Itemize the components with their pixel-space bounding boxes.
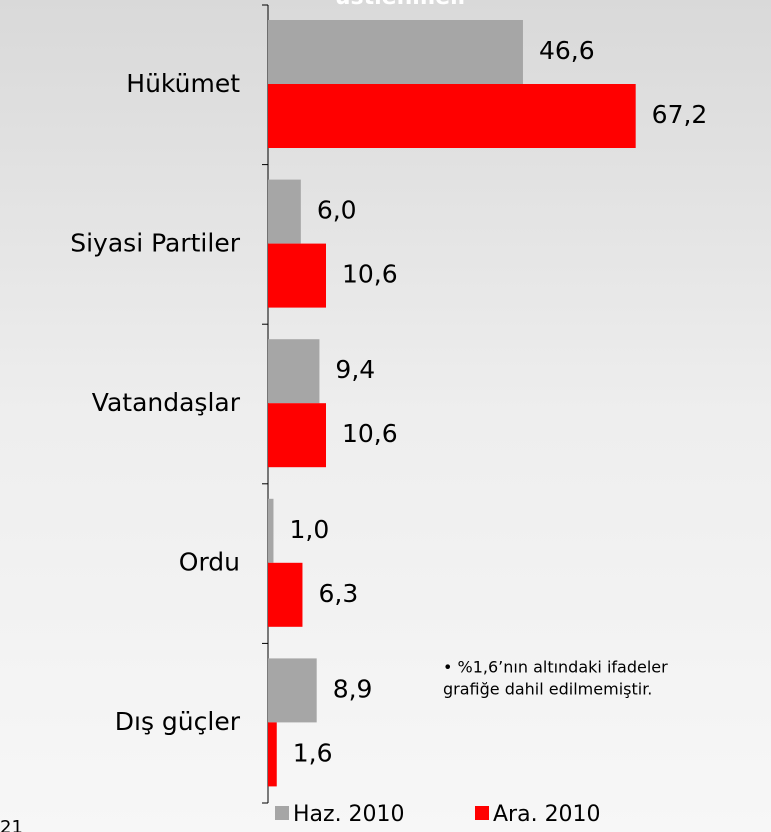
bar xyxy=(268,339,320,404)
category-label: Ordu xyxy=(179,548,240,577)
annotation: • %1,6’nın altındaki ifadeler xyxy=(443,658,668,677)
value-label: 9,4 xyxy=(335,355,375,384)
annotation: grafiğe dahil edilmemiştir. xyxy=(443,680,652,699)
bar xyxy=(268,243,326,308)
value-label: 10,6 xyxy=(342,419,398,448)
value-label: 6,0 xyxy=(317,196,357,225)
bar xyxy=(268,179,301,244)
value-label: 1,6 xyxy=(293,738,333,767)
value-label: 67,2 xyxy=(652,100,708,129)
legend-swatch xyxy=(275,806,289,820)
bar xyxy=(268,658,317,723)
value-label: 8,9 xyxy=(333,674,373,703)
legend-label: Ara. 2010 xyxy=(493,802,601,827)
bar xyxy=(268,403,326,468)
chart-title: üstlenmeli xyxy=(335,0,465,10)
value-label: 6,3 xyxy=(318,579,358,608)
category-label: Siyasi Partiler xyxy=(70,228,240,257)
value-label: 1,0 xyxy=(289,515,329,544)
legend-swatch xyxy=(475,806,489,820)
bar xyxy=(268,498,274,563)
bar xyxy=(268,562,303,627)
value-label: 46,6 xyxy=(539,36,595,65)
category-label: Hükümet xyxy=(126,69,240,98)
legend-label: Haz. 2010 xyxy=(293,802,405,827)
bar xyxy=(268,84,636,148)
page-number: 21 xyxy=(0,817,23,832)
category-label: Vatandaşlar xyxy=(92,388,241,417)
bar xyxy=(268,20,523,84)
value-label: 10,6 xyxy=(342,260,398,289)
category-label: Dış güçler xyxy=(115,707,241,736)
bar xyxy=(268,722,277,787)
